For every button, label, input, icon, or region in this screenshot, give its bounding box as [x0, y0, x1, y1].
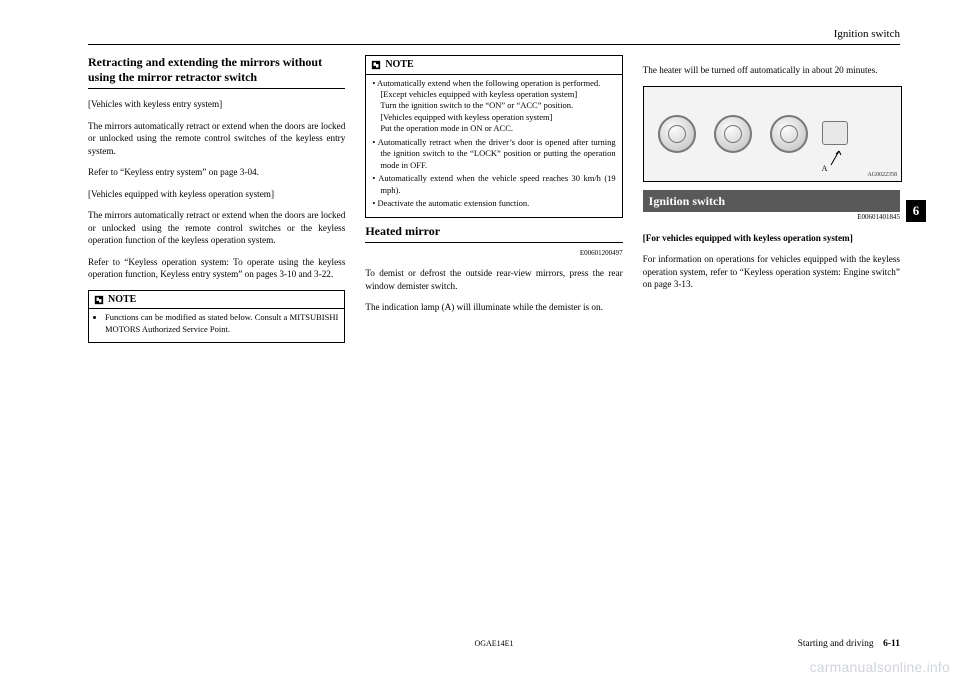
retract-heading: Retracting and extending the mirrors wit…	[88, 55, 345, 89]
footer-right: Starting and driving 6-11	[798, 639, 900, 649]
dial-icon	[714, 115, 752, 153]
note-icon	[371, 60, 381, 70]
note-label: NOTE	[385, 58, 413, 72]
ignition-switch-banner: Ignition switch	[643, 190, 900, 212]
para: The indication lamp (A) will illuminate …	[365, 301, 622, 313]
note-item: Functions can be modified as stated belo…	[105, 312, 338, 335]
watermark: carmanualsonline.info	[810, 659, 950, 675]
para: [Vehicles with keyless entry system]	[88, 98, 345, 110]
note-icon	[94, 295, 104, 305]
para: The heater will be turned off automatica…	[643, 64, 900, 76]
para-bold: [For vehicles equipped with keyless oper…	[643, 232, 900, 244]
note-box: NOTE • Automatically extend when the fol…	[365, 55, 622, 218]
ref-code: E00601200497	[365, 249, 622, 258]
para: Refer to “Keyless entry system” on page …	[88, 166, 345, 178]
note-sub: Put the operation mode in ON or ACC.	[380, 123, 513, 133]
callout-arrow-icon	[829, 147, 847, 167]
column-2: NOTE • Automatically extend when the fol…	[365, 55, 622, 349]
para: For information on operations for vehicl…	[643, 253, 900, 290]
demister-button	[822, 121, 848, 145]
chapter-tab: 6	[906, 200, 926, 222]
content-columns: Retracting and extending the mirrors wit…	[88, 55, 900, 349]
para: To demist or defrost the outside rear-vi…	[365, 267, 622, 292]
note-box: NOTE Functions can be modified as stated…	[88, 290, 345, 343]
note-title: NOTE	[89, 291, 344, 310]
para: Refer to “Keyless operation system: To o…	[88, 256, 345, 281]
footer-doc-code: OGAE14E1	[474, 639, 513, 648]
note-title: NOTE	[366, 56, 621, 75]
note-item: Automatically retract when the driver’s …	[378, 137, 616, 170]
note-sub: Turn the ignition switch to the “ON” or …	[380, 100, 573, 110]
dashboard-figure: A AG0022358	[643, 86, 902, 182]
note-item: Deactivate the automatic extension funct…	[377, 198, 529, 208]
note-sub: [Vehicles equipped with keyless operatio…	[380, 112, 552, 122]
callout-label-a: A	[822, 164, 828, 175]
para: The mirrors automatically retract or ext…	[88, 209, 345, 246]
dial-icon	[770, 115, 808, 153]
manual-page: Ignition switch Retracting and extending…	[0, 0, 960, 679]
column-3: The heater will be turned off automatica…	[643, 55, 900, 349]
ref-code: E00601401845	[643, 213, 900, 222]
column-1: Retracting and extending the mirrors wit…	[88, 55, 345, 349]
note-item: Automatically extend when the vehicle sp…	[378, 173, 615, 194]
note-sub: [Except vehicles equipped with keyless o…	[380, 89, 577, 99]
note-body: • Automatically extend when the followin…	[366, 75, 621, 217]
note-label: NOTE	[108, 293, 136, 307]
para: The mirrors automatically retract or ext…	[88, 120, 345, 157]
para: [Vehicles equipped with keyless operatio…	[88, 188, 345, 200]
note-body: Functions can be modified as stated belo…	[89, 309, 344, 342]
dial-icon	[658, 115, 696, 153]
heated-mirror-heading: Heated mirror	[365, 224, 622, 243]
figure-code: AG0022358	[867, 171, 897, 179]
page-footer: OGAE14E1 Starting and driving 6-11	[88, 639, 900, 649]
note-item: Automatically extend when the following …	[377, 78, 600, 88]
running-head: Ignition switch	[88, 28, 900, 45]
